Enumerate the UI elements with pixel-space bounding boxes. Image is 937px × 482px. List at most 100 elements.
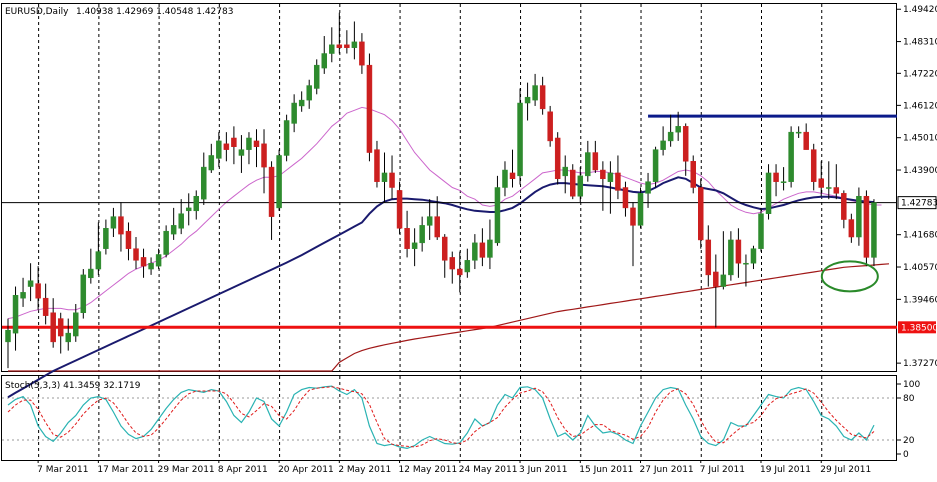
candle-body [404,228,410,249]
candle-body [743,262,749,265]
price-tick-label: 1.39460 [903,295,937,305]
horizontal-lines [2,114,897,329]
main-plot-frame [1,3,897,372]
candle-body [185,207,192,212]
candle-body [803,131,809,150]
price-tick-label: 1.45010 [903,134,937,144]
candle-body [35,283,41,299]
candle-body [517,102,523,177]
candle-body [20,292,26,299]
candle-body [509,172,516,180]
price-tick-label: 1.41680 [903,231,937,241]
time-tick-label: 8 Apr 2011 [218,465,268,475]
candle-body [261,143,267,168]
candle-body [464,260,471,273]
candle-body [110,216,117,229]
time-tick-label: 29 Jul 2011 [820,465,871,475]
candle-body [502,169,508,188]
candle-body [667,131,674,142]
stoch-axis: 100 80 20 0 [897,380,920,460]
candle-body [675,126,681,133]
candle-body [472,242,478,261]
candle-body [457,268,463,276]
price-tick-label: 1.47220 [903,69,937,79]
candle-body [690,161,696,188]
candle-body [42,297,49,316]
price-axis: 1.49420 1.48310 1.47220 1.46120 1.45010 1.439… [897,5,937,369]
candle-body [705,239,712,276]
candle-body [539,85,546,110]
candle-body [554,137,561,180]
candle-body [95,251,102,270]
time-tick-label: 19 Jul 2011 [760,465,811,475]
candle-body [652,149,659,182]
candle-body [818,178,824,188]
candle-body [773,172,779,182]
candle-body [426,216,433,226]
candle-body [344,44,350,48]
candle-body [524,96,531,104]
candle-body [57,318,64,337]
candle-body [577,175,584,197]
candle-body [359,41,365,66]
candle-body [27,280,34,287]
candle-body [826,187,832,189]
candle-body [253,140,260,147]
candle-body [125,230,132,249]
candle-body [728,239,734,276]
moving-averages [7,106,890,399]
candle-body [758,213,764,249]
candle-body [795,131,802,134]
chart-header-symbol: EURUSD,Daily [5,7,69,17]
time-tick-label: 15 Jun 2011 [579,465,633,475]
price-tick-label: 1.40570 [903,263,937,273]
candle-body [479,242,486,258]
candle-body [208,155,215,171]
candle-body [637,193,644,226]
candle-body [351,41,358,48]
price-tick-label: 1.49420 [903,5,937,15]
candle-body [562,166,568,177]
period-separators [38,4,823,460]
time-tick-label: 12 May 2011 [399,465,458,475]
candle-body [856,195,862,238]
candle-body [193,195,199,212]
candle-body [607,172,614,182]
candle-body [283,120,290,156]
candle-body [449,257,456,270]
candle-body [630,207,636,226]
candle-body [268,166,275,217]
candle-body [780,181,787,183]
candle-body [434,216,440,238]
candle-body [788,131,794,182]
candle-body [411,242,418,249]
candle-body [366,64,373,153]
candle-body [750,248,757,264]
candle-body [155,254,162,267]
candle-body [148,262,154,270]
candle-body [306,85,312,101]
current-price-box [897,196,937,210]
candle-body [396,190,403,229]
stoch-tick-label: 100 [903,380,920,390]
stoch-main-line [7,385,875,450]
time-tick-label: 2 May 2011 [338,465,391,475]
candle-body [65,332,71,343]
stoch-signal-line [7,386,875,448]
candle-body [592,152,599,171]
candle-body [231,137,237,147]
ma-fast-line [7,106,882,320]
stoch-plot-frame [1,375,897,461]
support-price-label: 1.38500 [901,323,937,333]
candle-body [698,187,704,241]
chart-header-ohlc: 1.40938 1.42969 1.40548 1.42783 [76,7,233,17]
candle-body [871,202,877,258]
candle-body [660,140,666,150]
stoch-tick-label: 80 [903,394,915,404]
candles [5,12,877,369]
price-tick-label: 1.46120 [903,101,937,111]
candle-body [622,187,629,209]
candle-body [238,149,245,156]
candle-body [140,257,147,267]
candle-body [765,172,772,214]
